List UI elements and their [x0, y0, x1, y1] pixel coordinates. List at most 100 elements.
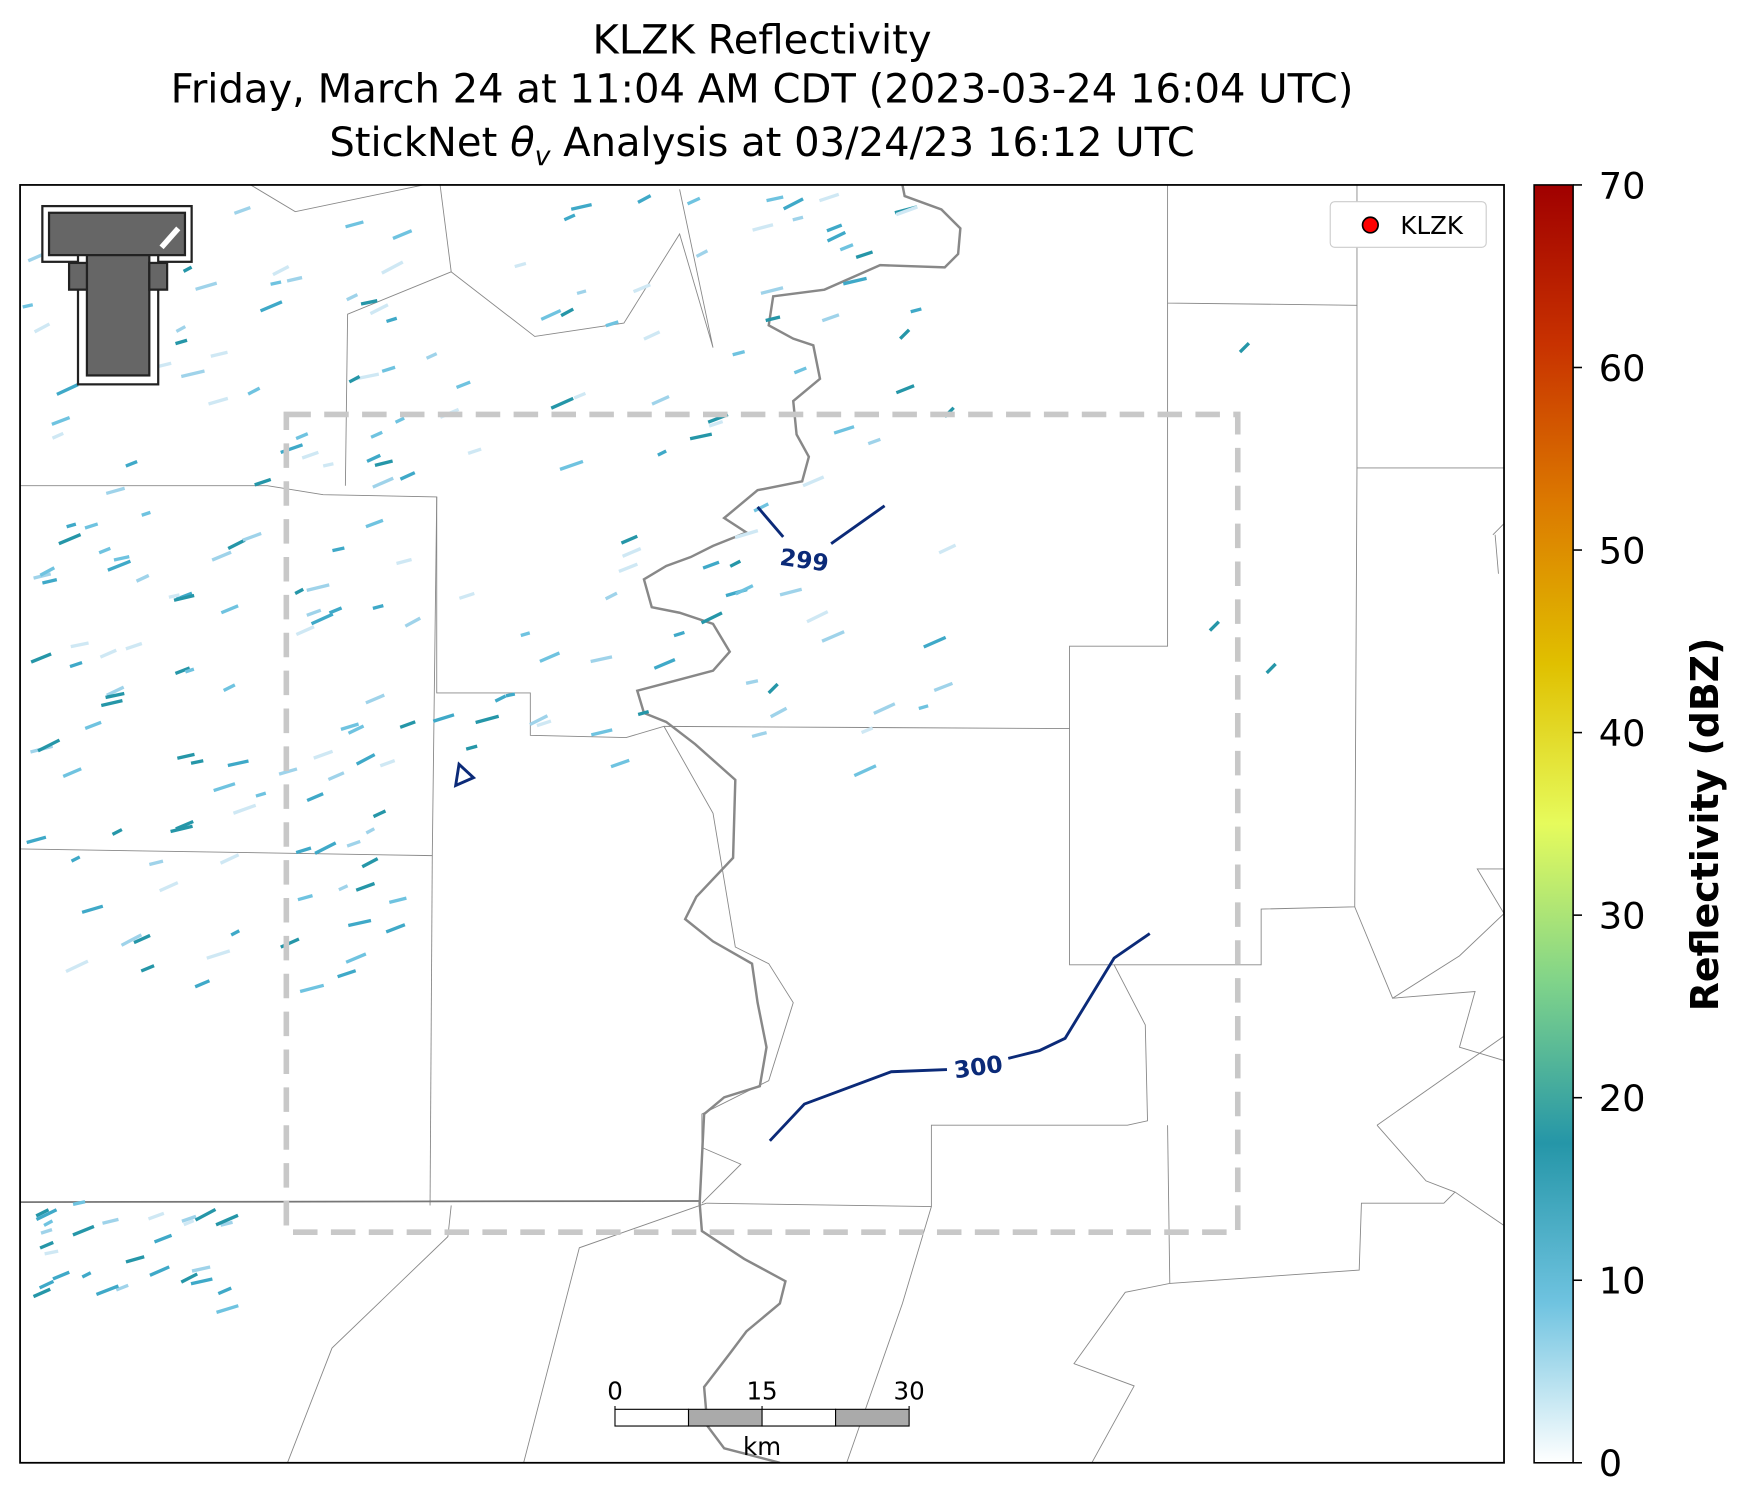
echo [752, 223, 774, 232]
echo [299, 983, 325, 994]
echo [686, 196, 701, 206]
echo [30, 652, 52, 664]
echo [105, 691, 125, 700]
echo [365, 518, 384, 529]
echo [745, 679, 759, 685]
analysis-subscript: v [535, 141, 552, 172]
echo [766, 195, 784, 203]
echo [43, 1219, 54, 1227]
echo [372, 809, 387, 819]
echo [125, 641, 143, 651]
echo [860, 726, 874, 735]
echo [191, 1265, 211, 1273]
echo [113, 555, 130, 562]
contour-label: 299 [778, 543, 830, 578]
echo [370, 430, 383, 439]
scale-bar-segment [835, 1408, 910, 1427]
contour-300 [1007, 932, 1151, 1060]
echo [168, 593, 180, 599]
echo [753, 502, 770, 513]
echo [853, 764, 877, 778]
echo [385, 316, 398, 324]
echo [536, 719, 552, 728]
colorbar-tick-label: 70 [1599, 164, 1646, 207]
echo [782, 197, 804, 211]
echo [32, 1287, 51, 1299]
echo [158, 881, 179, 893]
echo [52, 1270, 70, 1281]
echo [621, 547, 642, 558]
echo [793, 366, 807, 375]
echo [125, 1255, 145, 1264]
scale-bar-unit: km [743, 1432, 781, 1461]
scale-bar-segment [761, 1408, 837, 1427]
echo [194, 1207, 217, 1222]
colorbar-tick-label: 40 [1599, 712, 1646, 755]
echo [153, 1233, 173, 1244]
echo [62, 767, 82, 778]
echo [559, 459, 584, 471]
echo [338, 884, 349, 892]
echo [111, 828, 123, 836]
echo [576, 289, 587, 296]
analysis-prefix: StickNet [329, 120, 510, 166]
echo [372, 603, 384, 611]
echo [219, 853, 240, 865]
echo [147, 1211, 165, 1221]
echo [286, 275, 303, 283]
echo [643, 330, 661, 341]
echo [396, 557, 412, 566]
echo [210, 350, 228, 358]
echo [570, 203, 592, 211]
echo [95, 1284, 119, 1296]
echo [369, 303, 389, 316]
echo [337, 969, 357, 979]
legend-label: KLZK [1400, 211, 1463, 240]
echo [180, 369, 205, 379]
echo [632, 283, 651, 294]
echo [732, 349, 746, 357]
echo [514, 261, 527, 269]
echo [70, 641, 89, 649]
analysis-domain-box [283, 411, 1241, 1235]
echo [923, 635, 947, 649]
echo [560, 307, 575, 318]
echo [306, 608, 322, 617]
echo [765, 315, 781, 323]
echo [140, 964, 155, 973]
echo [910, 307, 922, 314]
echo [550, 396, 574, 410]
echo [1208, 620, 1221, 632]
echo [345, 952, 367, 964]
echo [465, 744, 478, 751]
scale-bar-segment [614, 1408, 690, 1427]
echo [651, 395, 670, 406]
echo [1265, 662, 1277, 675]
echo [270, 280, 282, 286]
echo [769, 706, 788, 719]
echo [66, 522, 77, 529]
echo [505, 692, 516, 698]
echo [833, 425, 855, 435]
echo [174, 666, 191, 675]
scale-bar: 0 15 30 km [607, 1376, 925, 1461]
contour-299 [830, 504, 886, 545]
echo [404, 616, 422, 628]
echo [183, 1219, 195, 1227]
legend: KLZK [1329, 201, 1487, 248]
echo [708, 419, 724, 428]
echo [208, 396, 229, 406]
contour-300 [768, 1068, 948, 1142]
echo [181, 1214, 197, 1223]
echo [818, 192, 840, 203]
echo [826, 230, 847, 243]
colorbar-tick-label: 10 [1599, 1260, 1646, 1303]
echo [345, 220, 364, 229]
analysis-symbol: θ [510, 120, 535, 166]
echo [102, 1217, 119, 1225]
echo [637, 194, 652, 204]
echo [347, 918, 372, 928]
echo [392, 229, 413, 240]
echo [467, 447, 482, 455]
colorbar-label: Reflectivity (dBZ) [1683, 638, 1727, 1012]
